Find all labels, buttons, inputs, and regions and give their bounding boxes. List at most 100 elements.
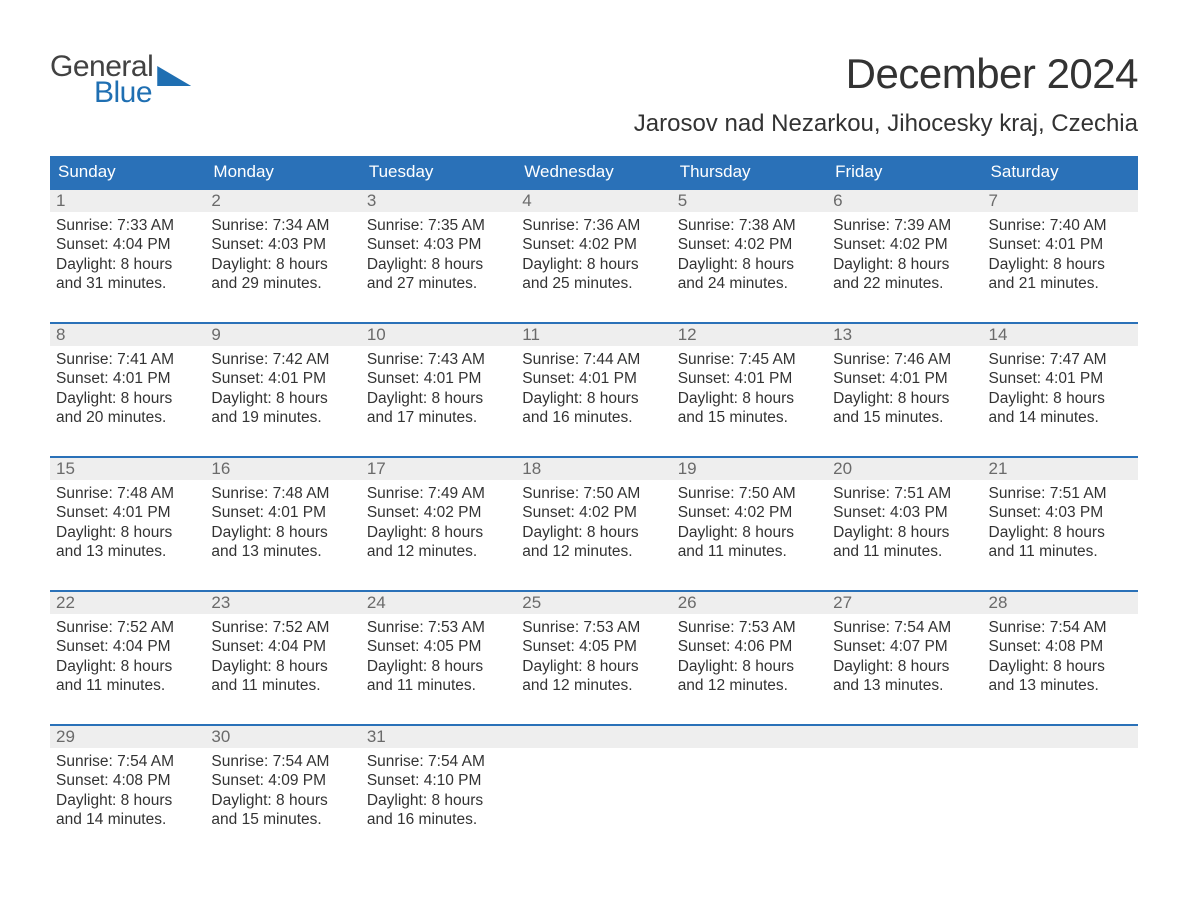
- day-cell: [827, 725, 982, 859]
- day-content: Sunrise: 7:42 AMSunset: 4:01 PMDaylight:…: [205, 346, 360, 428]
- day-cell: 12Sunrise: 7:45 AMSunset: 4:01 PMDayligh…: [672, 323, 827, 457]
- sunrise-line: Sunrise: 7:52 AM: [56, 618, 199, 637]
- daylight-line-1: Daylight: 8 hours: [522, 523, 665, 542]
- day-cell: 17Sunrise: 7:49 AMSunset: 4:02 PMDayligh…: [361, 457, 516, 591]
- daylight-line-1: Daylight: 8 hours: [833, 255, 976, 274]
- day-content: Sunrise: 7:35 AMSunset: 4:03 PMDaylight:…: [361, 212, 516, 294]
- sunrise-line: Sunrise: 7:49 AM: [367, 484, 510, 503]
- day-cell: 4Sunrise: 7:36 AMSunset: 4:02 PMDaylight…: [516, 189, 671, 323]
- daylight-line-1: Daylight: 8 hours: [56, 523, 199, 542]
- daylight-line-1: Daylight: 8 hours: [678, 523, 821, 542]
- day-number: 18: [516, 458, 671, 480]
- day-cell: 25Sunrise: 7:53 AMSunset: 4:05 PMDayligh…: [516, 591, 671, 725]
- weekday-header-row: Sunday Monday Tuesday Wednesday Thursday…: [50, 156, 1138, 189]
- day-cell: 8Sunrise: 7:41 AMSunset: 4:01 PMDaylight…: [50, 323, 205, 457]
- day-cell: [983, 725, 1138, 859]
- daylight-line-1: Daylight: 8 hours: [56, 389, 199, 408]
- day-number: 25: [516, 592, 671, 614]
- sunrise-line: Sunrise: 7:53 AM: [367, 618, 510, 637]
- sunset-line: Sunset: 4:03 PM: [367, 235, 510, 254]
- day-content: Sunrise: 7:53 AMSunset: 4:05 PMDaylight:…: [361, 614, 516, 696]
- sunset-line: Sunset: 4:04 PM: [56, 235, 199, 254]
- title-block: December 2024 Jarosov nad Nezarkou, Jiho…: [634, 50, 1138, 138]
- day-content: Sunrise: 7:50 AMSunset: 4:02 PMDaylight:…: [516, 480, 671, 562]
- daylight-line-1: Daylight: 8 hours: [989, 255, 1132, 274]
- sunset-line: Sunset: 4:02 PM: [678, 235, 821, 254]
- day-cell: 29Sunrise: 7:54 AMSunset: 4:08 PMDayligh…: [50, 725, 205, 859]
- day-content: Sunrise: 7:54 AMSunset: 4:09 PMDaylight:…: [205, 748, 360, 830]
- sunset-line: Sunset: 4:03 PM: [989, 503, 1132, 522]
- day-number: 15: [50, 458, 205, 480]
- day-content: Sunrise: 7:54 AMSunset: 4:10 PMDaylight:…: [361, 748, 516, 830]
- daylight-line-1: Daylight: 8 hours: [989, 657, 1132, 676]
- sunrise-line: Sunrise: 7:54 AM: [211, 752, 354, 771]
- sunset-line: Sunset: 4:01 PM: [678, 369, 821, 388]
- day-number: 7: [983, 190, 1138, 212]
- daylight-line-1: Daylight: 8 hours: [56, 791, 199, 810]
- day-content: Sunrise: 7:46 AMSunset: 4:01 PMDaylight:…: [827, 346, 982, 428]
- weekday-header: Saturday: [983, 156, 1138, 189]
- daylight-line-2: and 12 minutes.: [367, 542, 510, 561]
- header: General Blue December 2024 Jarosov nad N…: [50, 50, 1138, 138]
- day-number: 24: [361, 592, 516, 614]
- daylight-line-1: Daylight: 8 hours: [367, 523, 510, 542]
- daylight-line-2: and 11 minutes.: [56, 676, 199, 695]
- day-cell: 27Sunrise: 7:54 AMSunset: 4:07 PMDayligh…: [827, 591, 982, 725]
- daylight-line-2: and 12 minutes.: [678, 676, 821, 695]
- day-number: 19: [672, 458, 827, 480]
- day-content: Sunrise: 7:39 AMSunset: 4:02 PMDaylight:…: [827, 212, 982, 294]
- sunrise-line: Sunrise: 7:34 AM: [211, 216, 354, 235]
- daylight-line-2: and 24 minutes.: [678, 274, 821, 293]
- daylight-line-2: and 13 minutes.: [211, 542, 354, 561]
- daylight-line-1: Daylight: 8 hours: [367, 255, 510, 274]
- daylight-line-2: and 13 minutes.: [833, 676, 976, 695]
- month-title: December 2024: [634, 50, 1138, 98]
- day-cell: 23Sunrise: 7:52 AMSunset: 4:04 PMDayligh…: [205, 591, 360, 725]
- day-number: 6: [827, 190, 982, 212]
- daylight-line-1: Daylight: 8 hours: [678, 255, 821, 274]
- day-content: Sunrise: 7:54 AMSunset: 4:08 PMDaylight:…: [983, 614, 1138, 696]
- day-number: 23: [205, 592, 360, 614]
- daylight-line-1: Daylight: 8 hours: [56, 657, 199, 676]
- day-number: 2: [205, 190, 360, 212]
- daylight-line-1: Daylight: 8 hours: [833, 523, 976, 542]
- day-cell: 1Sunrise: 7:33 AMSunset: 4:04 PMDaylight…: [50, 189, 205, 323]
- day-number: 14: [983, 324, 1138, 346]
- daylight-line-2: and 15 minutes.: [211, 810, 354, 829]
- daylight-line-2: and 27 minutes.: [367, 274, 510, 293]
- daylight-line-1: Daylight: 8 hours: [989, 389, 1132, 408]
- day-content: Sunrise: 7:41 AMSunset: 4:01 PMDaylight:…: [50, 346, 205, 428]
- day-content: Sunrise: 7:34 AMSunset: 4:03 PMDaylight:…: [205, 212, 360, 294]
- day-number: 29: [50, 726, 205, 748]
- weekday-header: Friday: [827, 156, 982, 189]
- day-cell: 28Sunrise: 7:54 AMSunset: 4:08 PMDayligh…: [983, 591, 1138, 725]
- day-cell: 26Sunrise: 7:53 AMSunset: 4:06 PMDayligh…: [672, 591, 827, 725]
- day-content: Sunrise: 7:53 AMSunset: 4:06 PMDaylight:…: [672, 614, 827, 696]
- day-cell: 6Sunrise: 7:39 AMSunset: 4:02 PMDaylight…: [827, 189, 982, 323]
- day-content: Sunrise: 7:52 AMSunset: 4:04 PMDaylight:…: [50, 614, 205, 696]
- weekday-header: Tuesday: [361, 156, 516, 189]
- day-cell: 31Sunrise: 7:54 AMSunset: 4:10 PMDayligh…: [361, 725, 516, 859]
- daylight-line-2: and 25 minutes.: [522, 274, 665, 293]
- daylight-line-2: and 11 minutes.: [367, 676, 510, 695]
- day-cell: 24Sunrise: 7:53 AMSunset: 4:05 PMDayligh…: [361, 591, 516, 725]
- daylight-line-1: Daylight: 8 hours: [833, 657, 976, 676]
- sunset-line: Sunset: 4:03 PM: [211, 235, 354, 254]
- sunset-line: Sunset: 4:01 PM: [833, 369, 976, 388]
- daylight-line-1: Daylight: 8 hours: [678, 389, 821, 408]
- daylight-line-1: Daylight: 8 hours: [989, 523, 1132, 542]
- sunrise-line: Sunrise: 7:52 AM: [211, 618, 354, 637]
- weekday-header: Sunday: [50, 156, 205, 189]
- day-number: 3: [361, 190, 516, 212]
- sunrise-line: Sunrise: 7:53 AM: [678, 618, 821, 637]
- weekday-header: Wednesday: [516, 156, 671, 189]
- day-number: 26: [672, 592, 827, 614]
- sunrise-line: Sunrise: 7:40 AM: [989, 216, 1132, 235]
- daylight-line-2: and 15 minutes.: [678, 408, 821, 427]
- daylight-line-1: Daylight: 8 hours: [367, 389, 510, 408]
- sunrise-line: Sunrise: 7:50 AM: [678, 484, 821, 503]
- sunset-line: Sunset: 4:01 PM: [367, 369, 510, 388]
- sunset-line: Sunset: 4:02 PM: [522, 235, 665, 254]
- daylight-line-1: Daylight: 8 hours: [211, 389, 354, 408]
- day-cell: 19Sunrise: 7:50 AMSunset: 4:02 PMDayligh…: [672, 457, 827, 591]
